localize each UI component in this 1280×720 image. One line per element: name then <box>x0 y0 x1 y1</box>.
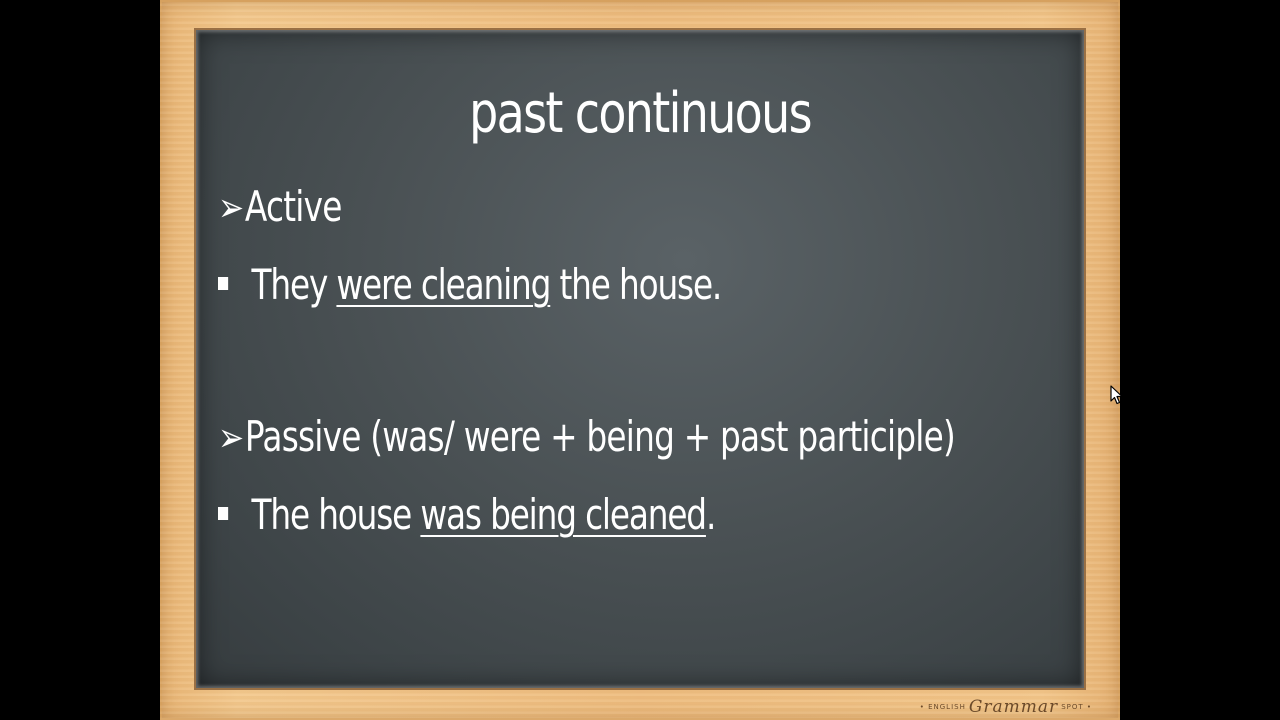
logo-left-text: • ENGLISH <box>919 703 966 711</box>
mouse-pointer-icon <box>1110 385 1123 405</box>
chalkboard: past continuous ➢Active They were cleani… <box>196 30 1084 688</box>
square-bullet-icon <box>218 277 229 290</box>
active-example-after: the house. <box>550 260 722 309</box>
logo-right-text: SPOT • <box>1061 703 1092 711</box>
slide-title: past continuous <box>469 81 812 146</box>
chalkboard-frame: past continuous ➢Active They were cleani… <box>160 0 1120 720</box>
arrow-bullet-icon: ➢ <box>218 415 244 461</box>
passive-example-after: . <box>705 490 716 539</box>
active-example: They were cleaning the house. <box>218 264 722 306</box>
passive-example-before: The house <box>251 490 421 539</box>
active-heading: ➢Active <box>218 185 342 231</box>
passive-heading: ➢Passive (was/ were + being + past parti… <box>218 415 956 461</box>
english-grammar-spot-logo: • ENGLISH Grammar SPOT • <box>920 699 1092 716</box>
arrow-bullet-icon: ➢ <box>218 185 244 231</box>
active-example-before: They <box>251 260 337 309</box>
passive-example: The house was being cleaned. <box>218 494 716 536</box>
active-heading-text: Active <box>244 182 342 231</box>
passive-example-verb: was being cleaned <box>420 490 707 539</box>
logo-main-text: Grammar <box>968 697 1059 717</box>
passive-heading-text: Passive (was/ were + being + past partic… <box>244 412 956 461</box>
square-bullet-icon <box>218 507 229 520</box>
active-example-verb: were cleaning <box>336 260 551 309</box>
